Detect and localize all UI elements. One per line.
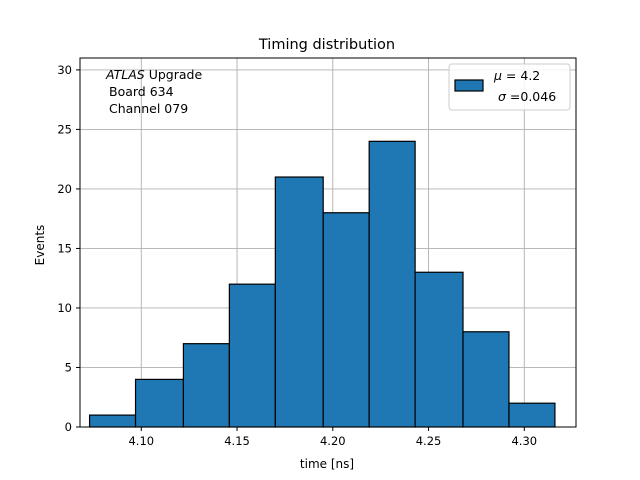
annotation-line-experiment: ATLAS Upgrade — [105, 67, 202, 82]
legend-swatch — [454, 79, 484, 92]
histogram-bar — [182, 343, 230, 428]
histogram-bar — [414, 271, 464, 428]
y-tick-label: 15 — [57, 241, 72, 255]
x-axis-ticks: 4.10 4.15 4.20 4.25 4.30 — [128, 427, 537, 448]
legend-mean-symbol: μ — [493, 68, 502, 83]
histogram-bar — [274, 176, 324, 428]
y-tick-label: 30 — [57, 63, 72, 77]
annotation-experiment-suffix: Upgrade — [145, 67, 203, 82]
y-tick-label: 20 — [57, 182, 72, 196]
x-tick-label: 4.15 — [224, 434, 250, 448]
y-axis-label: Events — [33, 225, 47, 266]
histogram-bar — [228, 283, 276, 428]
annotation-board: Board 634 — [109, 84, 174, 99]
y-tick-label: 0 — [65, 420, 72, 434]
histogram-bar — [368, 140, 416, 428]
histogram-bar — [88, 414, 137, 428]
x-tick-label: 4.20 — [320, 434, 346, 448]
legend-sigma: σ =0.046 — [498, 89, 556, 104]
annotation-channel: Channel 079 — [109, 101, 188, 116]
histogram-bar — [508, 402, 556, 428]
plot-frame — [79, 57, 577, 428]
x-axis-label: time [ns] — [300, 457, 354, 471]
legend: μ = 4.2 σ =0.046 — [448, 63, 571, 111]
legend-mean: μ = 4.2 — [493, 68, 540, 83]
legend-sigma-value: =0.046 — [506, 89, 556, 104]
annotation-experiment-name: ATLAS — [105, 67, 145, 82]
histogram-bar — [134, 378, 185, 428]
x-tick-label: 4.25 — [416, 434, 442, 448]
experiment-annotation: ATLAS Upgrade Board 634 Channel 079 — [105, 67, 202, 116]
legend-sigma-symbol: σ — [498, 89, 507, 104]
y-tick-label: 5 — [65, 360, 72, 374]
y-axis-ticks: 0 5 10 15 20 25 30 — [57, 63, 80, 434]
histogram-bars — [88, 140, 556, 428]
legend-mean-value: = 4.2 — [502, 68, 540, 83]
y-tick-label: 10 — [57, 301, 72, 315]
y-tick-label: 25 — [57, 122, 72, 136]
legend-box — [448, 63, 571, 111]
chart-title: Timing distribution — [258, 37, 395, 53]
x-tick-label: 4.30 — [511, 434, 537, 448]
histogram-bar — [322, 212, 370, 428]
histogram-bar — [462, 331, 510, 428]
x-tick-label: 4.10 — [128, 434, 154, 448]
